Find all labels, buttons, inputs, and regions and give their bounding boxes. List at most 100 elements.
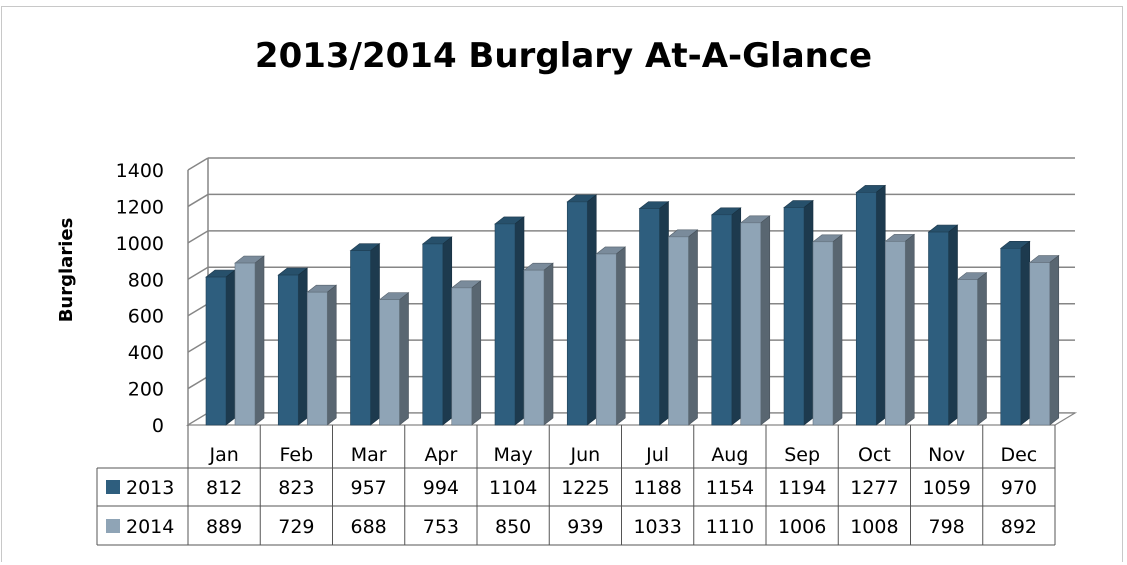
bar-side-2013-Mar xyxy=(370,243,380,426)
bar-2013-Mar xyxy=(350,250,371,426)
bar-2013-Aug xyxy=(711,214,733,426)
data-label-2014-Jun: 939 xyxy=(567,516,603,538)
chart-frame-left-edge xyxy=(1,6,2,562)
y-tick-label-1000: 1000 xyxy=(116,233,164,255)
legend-label-2013: 2013 xyxy=(126,477,174,499)
data-label-2013-Jan: 812 xyxy=(206,477,242,499)
bar-side-2014-Oct xyxy=(904,233,915,426)
data-label-2013-Aug: 1154 xyxy=(706,477,754,499)
bar-2014-Nov xyxy=(957,279,978,426)
bar-side-2014-Jul xyxy=(688,229,698,426)
bar-side-2013-Aug xyxy=(731,207,742,426)
data-label-2014-Aug: 1110 xyxy=(706,516,754,538)
data-label-2014-Jan: 889 xyxy=(206,516,242,538)
x-tick-label-Feb: Feb xyxy=(280,444,314,466)
bar-side-2014-Jan xyxy=(254,255,265,426)
data-label-2013-Nov: 1059 xyxy=(922,477,970,499)
bar-2014-Jan xyxy=(234,262,256,426)
data-label-2014-Sep: 1006 xyxy=(778,516,826,538)
bar-side-2013-Jan xyxy=(225,269,236,426)
bar-side-2013-May xyxy=(514,216,525,426)
bar-2013-May xyxy=(494,223,516,426)
y-tick-label-600: 600 xyxy=(128,306,164,328)
bar-side-2014-Aug xyxy=(760,215,771,426)
bar-2014-Jul xyxy=(668,236,689,426)
data-label-2013-Jul: 1188 xyxy=(633,477,681,499)
bar-2014-Mar xyxy=(379,299,400,426)
x-tick-label-Nov: Nov xyxy=(928,444,965,466)
x-tick-label-Mar: Mar xyxy=(351,444,387,466)
y-tick-label-200: 200 xyxy=(128,379,164,401)
legend-swatch-2014 xyxy=(106,519,120,533)
chart-frame xyxy=(1,6,1123,562)
x-tick-label-Apr: Apr xyxy=(424,444,457,466)
bar-side-2013-Apr xyxy=(442,236,453,426)
gridline-side-600 xyxy=(187,303,209,317)
data-label-2014-Apr: 753 xyxy=(423,516,459,538)
data-label-2014-Nov: 798 xyxy=(928,516,964,538)
bar-side-2013-Sep xyxy=(803,199,814,426)
bar-side-2014-Feb xyxy=(326,284,337,426)
bar-2014-Apr xyxy=(451,287,473,426)
bar-side-2014-May xyxy=(543,262,554,426)
data-label-2013-May: 1104 xyxy=(489,477,537,499)
gridline-side-1200 xyxy=(187,193,209,208)
bar-side-2014-Jun xyxy=(615,246,626,426)
bar-2014-Sep xyxy=(812,241,834,426)
bar-2013-Feb xyxy=(277,274,299,426)
data-label-2013-Sep: 1194 xyxy=(778,477,826,499)
legend-label-2014: 2014 xyxy=(126,516,174,538)
bar-2014-Feb xyxy=(306,291,328,426)
data-label-2013-Mar: 957 xyxy=(350,477,386,499)
bar-2013-Apr xyxy=(422,243,444,426)
bar-side-2014-Apr xyxy=(471,280,482,426)
bar-2013-Jul xyxy=(639,208,660,426)
bar-2014-Dec xyxy=(1029,262,1051,426)
gridline-side-200 xyxy=(187,375,209,390)
bar-2014-Oct xyxy=(884,241,906,426)
bar-2013-Sep xyxy=(783,207,805,426)
bar-side-2014-Sep xyxy=(832,234,843,426)
data-label-2013-Oct: 1277 xyxy=(850,477,898,499)
y-tick-label-800: 800 xyxy=(128,269,164,291)
data-label-2014-Jul: 1033 xyxy=(633,516,681,538)
y-tick-label-0: 0 xyxy=(152,415,164,437)
bar-side-2014-Nov xyxy=(977,272,987,426)
x-tick-label-Sep: Sep xyxy=(784,444,820,466)
x-tick-label-Jul: Jul xyxy=(645,444,669,466)
data-label-2014-May: 850 xyxy=(495,516,531,538)
x-tick-label-Jun: Jun xyxy=(570,444,601,466)
x-tick-label-Jan: Jan xyxy=(208,444,238,466)
bar-2013-Jan xyxy=(205,276,227,426)
bar-side-2013-Oct xyxy=(875,184,886,426)
gridline-side-800 xyxy=(187,266,209,280)
bar-side-2013-Feb xyxy=(297,267,308,426)
x-tick-label-Dec: Dec xyxy=(1000,444,1037,466)
bar-side-2013-Jun xyxy=(586,194,597,426)
bar-side-2013-Dec xyxy=(1020,240,1031,426)
gridline-side-1400 xyxy=(187,157,209,171)
data-label-2013-Jun: 1225 xyxy=(561,477,609,499)
data-label-2014-Mar: 688 xyxy=(350,516,386,538)
bar-2013-Nov xyxy=(928,231,949,426)
bar-side-2013-Nov xyxy=(948,224,958,426)
data-label-2013-Dec: 970 xyxy=(1001,477,1037,499)
bar-side-2014-Mar xyxy=(399,292,409,426)
data-label-2013-Apr: 994 xyxy=(423,477,459,499)
bar-2013-Dec xyxy=(1000,248,1022,426)
bar-2014-Aug xyxy=(740,222,762,426)
bar-2014-May xyxy=(523,269,545,426)
chart-title: 2013/2014 Burglary At-A-Glance xyxy=(254,36,873,76)
x-tick-label-Aug: Aug xyxy=(711,444,748,466)
legend-swatch-2013 xyxy=(106,480,120,494)
x-tick-label-Oct: Oct xyxy=(858,444,891,466)
gridline-side-400 xyxy=(187,339,209,353)
y-tick-label-400: 400 xyxy=(128,342,164,364)
data-label-2014-Feb: 729 xyxy=(278,516,314,538)
bar-2013-Jun xyxy=(566,201,588,426)
x-tick-label-May: May xyxy=(493,444,532,466)
bar-side-2013-Jul xyxy=(659,201,669,426)
bar-2013-Oct xyxy=(855,192,877,426)
y-tick-label-1400: 1400 xyxy=(116,160,164,182)
gridline-side-1000 xyxy=(187,230,209,244)
